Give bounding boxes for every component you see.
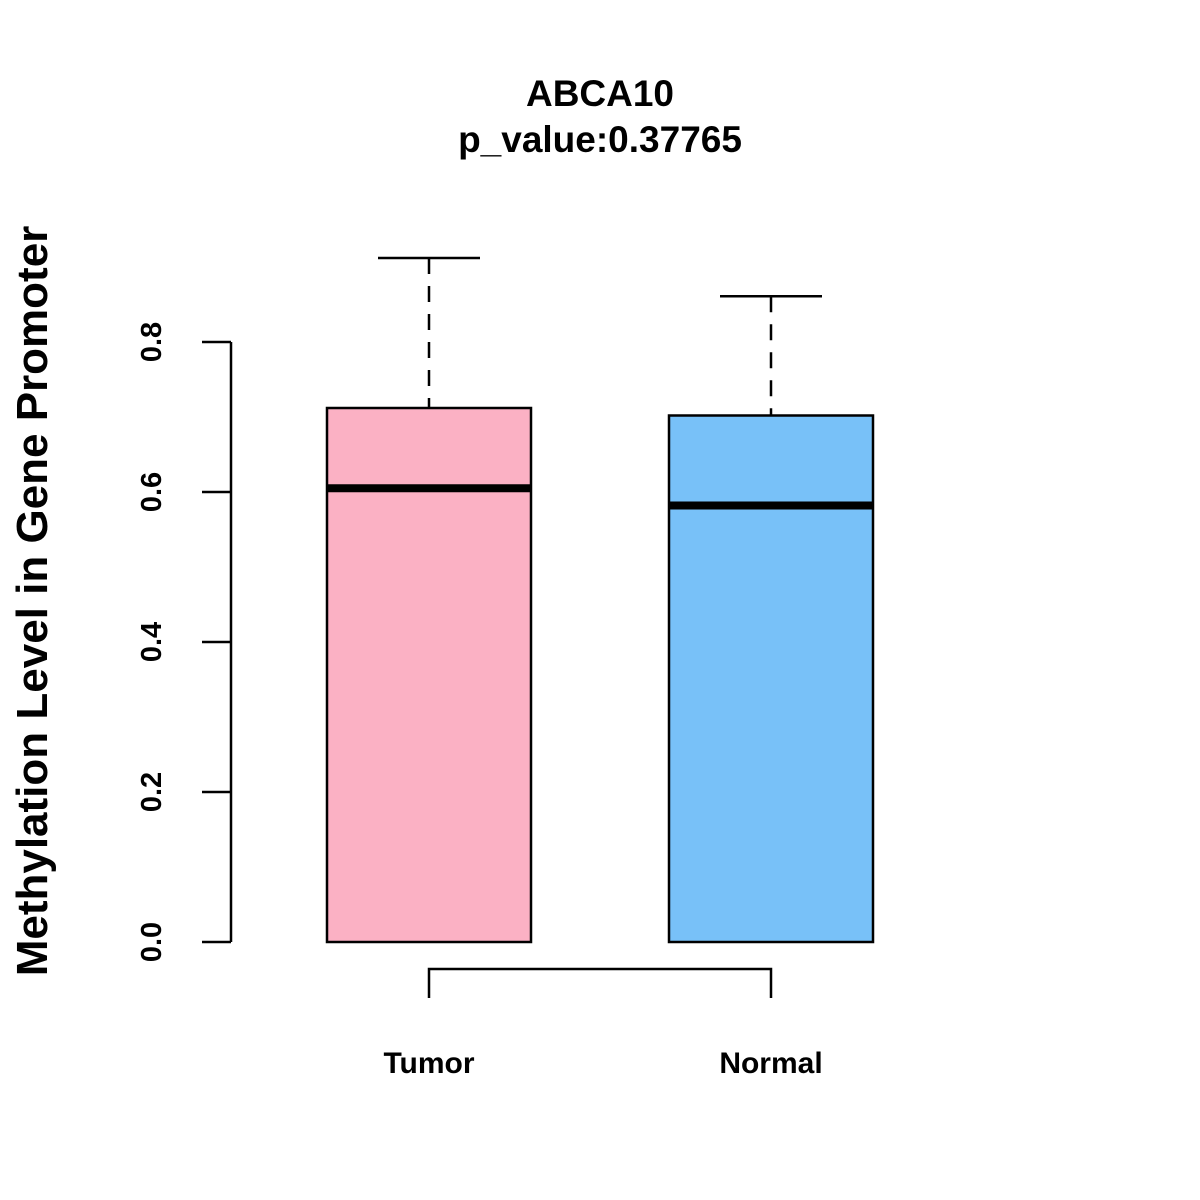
chart-subtitle: p_value:0.37765 [458, 119, 742, 160]
y-tick-label: 0.0 [136, 922, 168, 962]
boxes [325, 256, 875, 944]
y-tick-label: 0.2 [136, 772, 168, 812]
box-rect-normal [667, 414, 875, 944]
comparison-bracket [427, 967, 773, 998]
box-tumor [325, 256, 533, 944]
x-category-label-tumor: Tumor [383, 1047, 474, 1080]
box-rect-tumor [325, 406, 533, 944]
y-tick-label: 0.6 [136, 472, 168, 512]
x-category-label-normal: Normal [719, 1047, 822, 1080]
chart-title: ABCA10 [526, 73, 674, 114]
x-category-labels: Tumor Normal [383, 1047, 822, 1080]
y-axis: 0.0 0.2 0.4 0.6 0.8 [136, 322, 233, 962]
box-normal [667, 295, 875, 944]
y-tick-label: 0.4 [136, 622, 168, 662]
y-tick-label: 0.8 [136, 322, 168, 362]
y-axis-label: Methylation Level in Gene Promoter [8, 226, 57, 977]
bracket-line [427, 967, 773, 998]
